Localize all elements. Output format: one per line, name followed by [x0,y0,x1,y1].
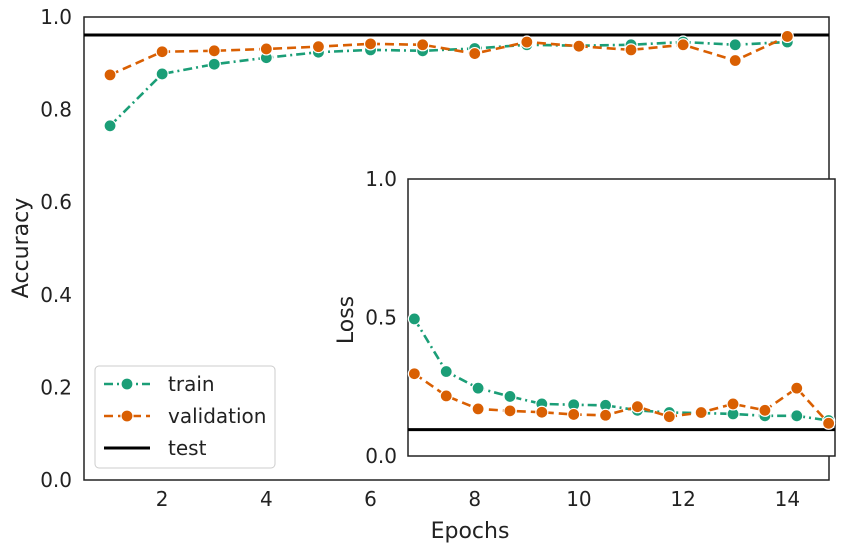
main-y-tick-label: 0.8 [40,98,72,122]
main-validation-point [155,45,169,59]
inset-validation-point [758,403,772,417]
legend-validation-marker [120,409,134,423]
inset-train-point [407,312,421,326]
main-y-tick-label: 0.2 [40,375,72,399]
main-x-tick-label: 6 [364,487,377,511]
main-y-axis-label: Accuracy [9,198,34,298]
inset-validation-point [630,400,645,414]
inset-validation-point [503,404,517,418]
main-validation-point [259,42,273,56]
main-validation-point [624,43,638,57]
inset-validation-point [822,416,836,430]
main-train-point [155,67,169,81]
inset-validation-point [598,408,613,422]
main-x-axis-label: Epochs [431,519,510,544]
main-validation-point [676,38,690,52]
inset-train-point [790,409,804,423]
main-x-tick-label: 10 [566,487,591,511]
inset-train-point [439,364,453,379]
inset-validation-point [535,405,549,419]
main-validation-point [520,35,534,49]
main-x-tick-label: 4 [260,487,273,511]
main-x-tick-label: 2 [156,487,169,511]
inset-y-tick-label: 1.0 [365,167,397,191]
main-validation-point [363,37,378,51]
inset-y-tick-label: 0.0 [365,444,397,468]
inset-validation-point [407,367,421,381]
inset-validation-point [567,407,581,422]
main-x-tick-label: 14 [775,487,800,511]
inset-y-tick-label: 0.5 [365,306,397,330]
legend-test-label: test [168,436,207,460]
main-validation-point [416,38,430,52]
main-x-tick-label: 8 [468,487,481,511]
main-y-tick-label: 0.0 [40,468,72,492]
main-train-point [207,57,221,71]
legend-validation-label: validation [168,404,266,428]
inset-validation-point [471,402,485,416]
inset-train-point [471,381,485,395]
legend-train-label: train [168,372,215,396]
main-validation-point [311,40,326,54]
main-y-tick-label: 0.6 [40,190,72,214]
main-x-tick-label: 12 [670,487,695,511]
inset-validation-point [726,397,740,411]
main-train-point [728,38,742,52]
main-y-tick-label: 0.4 [40,283,72,307]
main-validation-point [728,53,742,68]
legend-train-marker [120,377,134,391]
inset-train-point [503,389,517,404]
legend: train validation test [94,365,276,469]
main-validation-point [103,68,117,82]
main-validation-line [109,35,788,77]
main-validation-point [207,44,221,58]
inset-y-axis-label: Loss [334,296,359,344]
inset-validation-point [790,381,804,395]
main-validation-point [780,29,794,44]
main-validation-point [468,46,482,61]
inset-validation-point [662,410,676,424]
inset-validation-point [694,405,708,420]
main-validation-point [572,39,586,53]
inset-validation-point [439,389,453,403]
main-train-point [103,119,117,133]
legend-box [94,365,276,469]
main-y-tick-label: 1.0 [40,5,72,29]
